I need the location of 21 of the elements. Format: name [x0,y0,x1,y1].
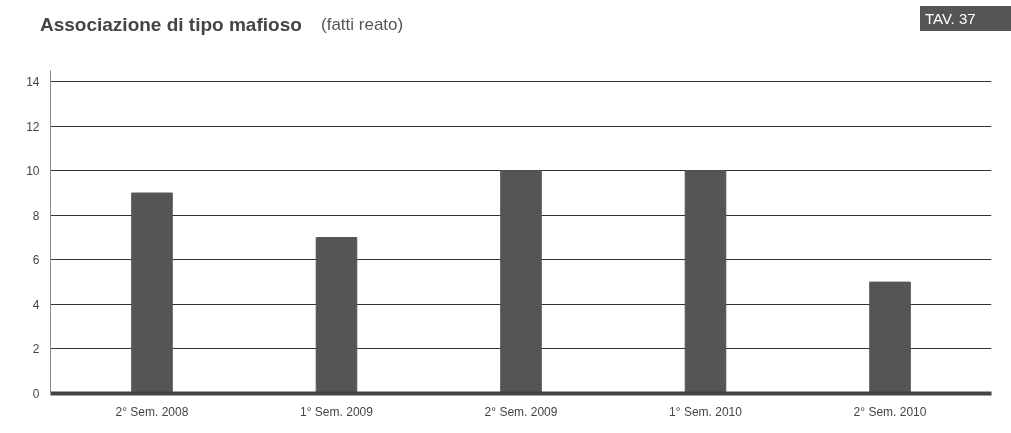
y-tick-label: 4 [32,297,40,312]
y-tick-label: 8 [32,208,40,223]
bar [500,170,542,394]
text: TAV. 37 [925,9,976,29]
x-tick-label: 2° Sem. 2009 [484,404,558,419]
chart-subtitle: (fatti reato) [321,14,404,36]
chart-title: Associazione di tipo mafioso [40,13,302,37]
bar [131,192,173,394]
x-tick-label: 2° Sem. 2008 [115,404,189,419]
bar [684,170,727,394]
bar [315,237,358,394]
y-tick-label: 10 [26,164,40,179]
y-tick-label: 0 [32,387,40,401]
y-tick-label: 12 [26,119,40,134]
y-tick-label: 14 [26,75,40,90]
x-tick-label: 2° Sem. 2010 [853,404,927,419]
x-tick-label: 1° Sem. 2009 [300,404,374,419]
y-tick-label: 2 [32,342,40,357]
bar [869,281,911,394]
y-tick-label: 6 [32,253,40,268]
x-tick-label: 1° Sem. 2010 [669,404,743,419]
